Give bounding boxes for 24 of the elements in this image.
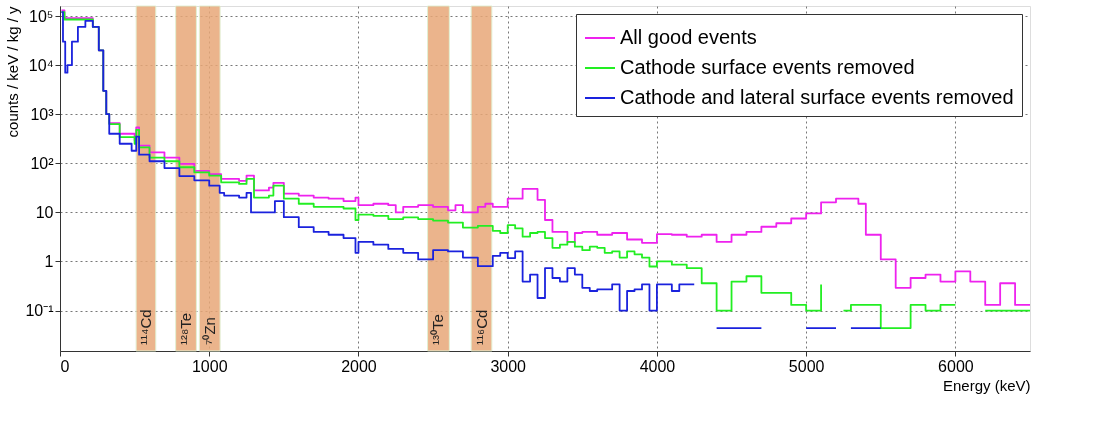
band-label: ¹¹⁴Cd bbox=[136, 309, 154, 345]
y-tick-label: 10⁵ bbox=[29, 7, 54, 25]
x-tick-label: 2000 bbox=[341, 357, 377, 375]
band-label: ⁷⁰Zn bbox=[200, 317, 218, 345]
x-tick-label: 6000 bbox=[938, 357, 974, 375]
x-tick-label: 1000 bbox=[191, 357, 228, 375]
x-axis-title: Energy (keV) bbox=[942, 376, 1031, 394]
y-tick-label: 10³ bbox=[30, 105, 55, 123]
x-tick-label: 3000 bbox=[490, 357, 527, 375]
band-label: ¹²⁸Te bbox=[177, 312, 195, 345]
y-tick-label: 10⁻¹ bbox=[25, 302, 54, 320]
band-label: ¹³⁰Te bbox=[429, 314, 447, 345]
y-tick-label: 10⁴ bbox=[28, 56, 54, 74]
x-tick-label: 0 bbox=[60, 357, 70, 375]
y-axis-title: counts / keV / kg / y bbox=[4, 6, 22, 138]
legend-label: All good events bbox=[620, 26, 757, 48]
x-tick-label: 4000 bbox=[639, 357, 676, 375]
y-tick-label: 10 bbox=[35, 203, 54, 221]
legend-label: Cathode surface events removed bbox=[620, 56, 915, 78]
legend-label: Cathode and lateral surface events removed bbox=[620, 86, 1014, 108]
y-tick-label: 1 bbox=[44, 252, 54, 270]
y-tick-label: 10² bbox=[30, 154, 55, 172]
band-label: ¹¹⁶Cd bbox=[472, 309, 490, 345]
x-tick-label: 5000 bbox=[788, 357, 825, 375]
